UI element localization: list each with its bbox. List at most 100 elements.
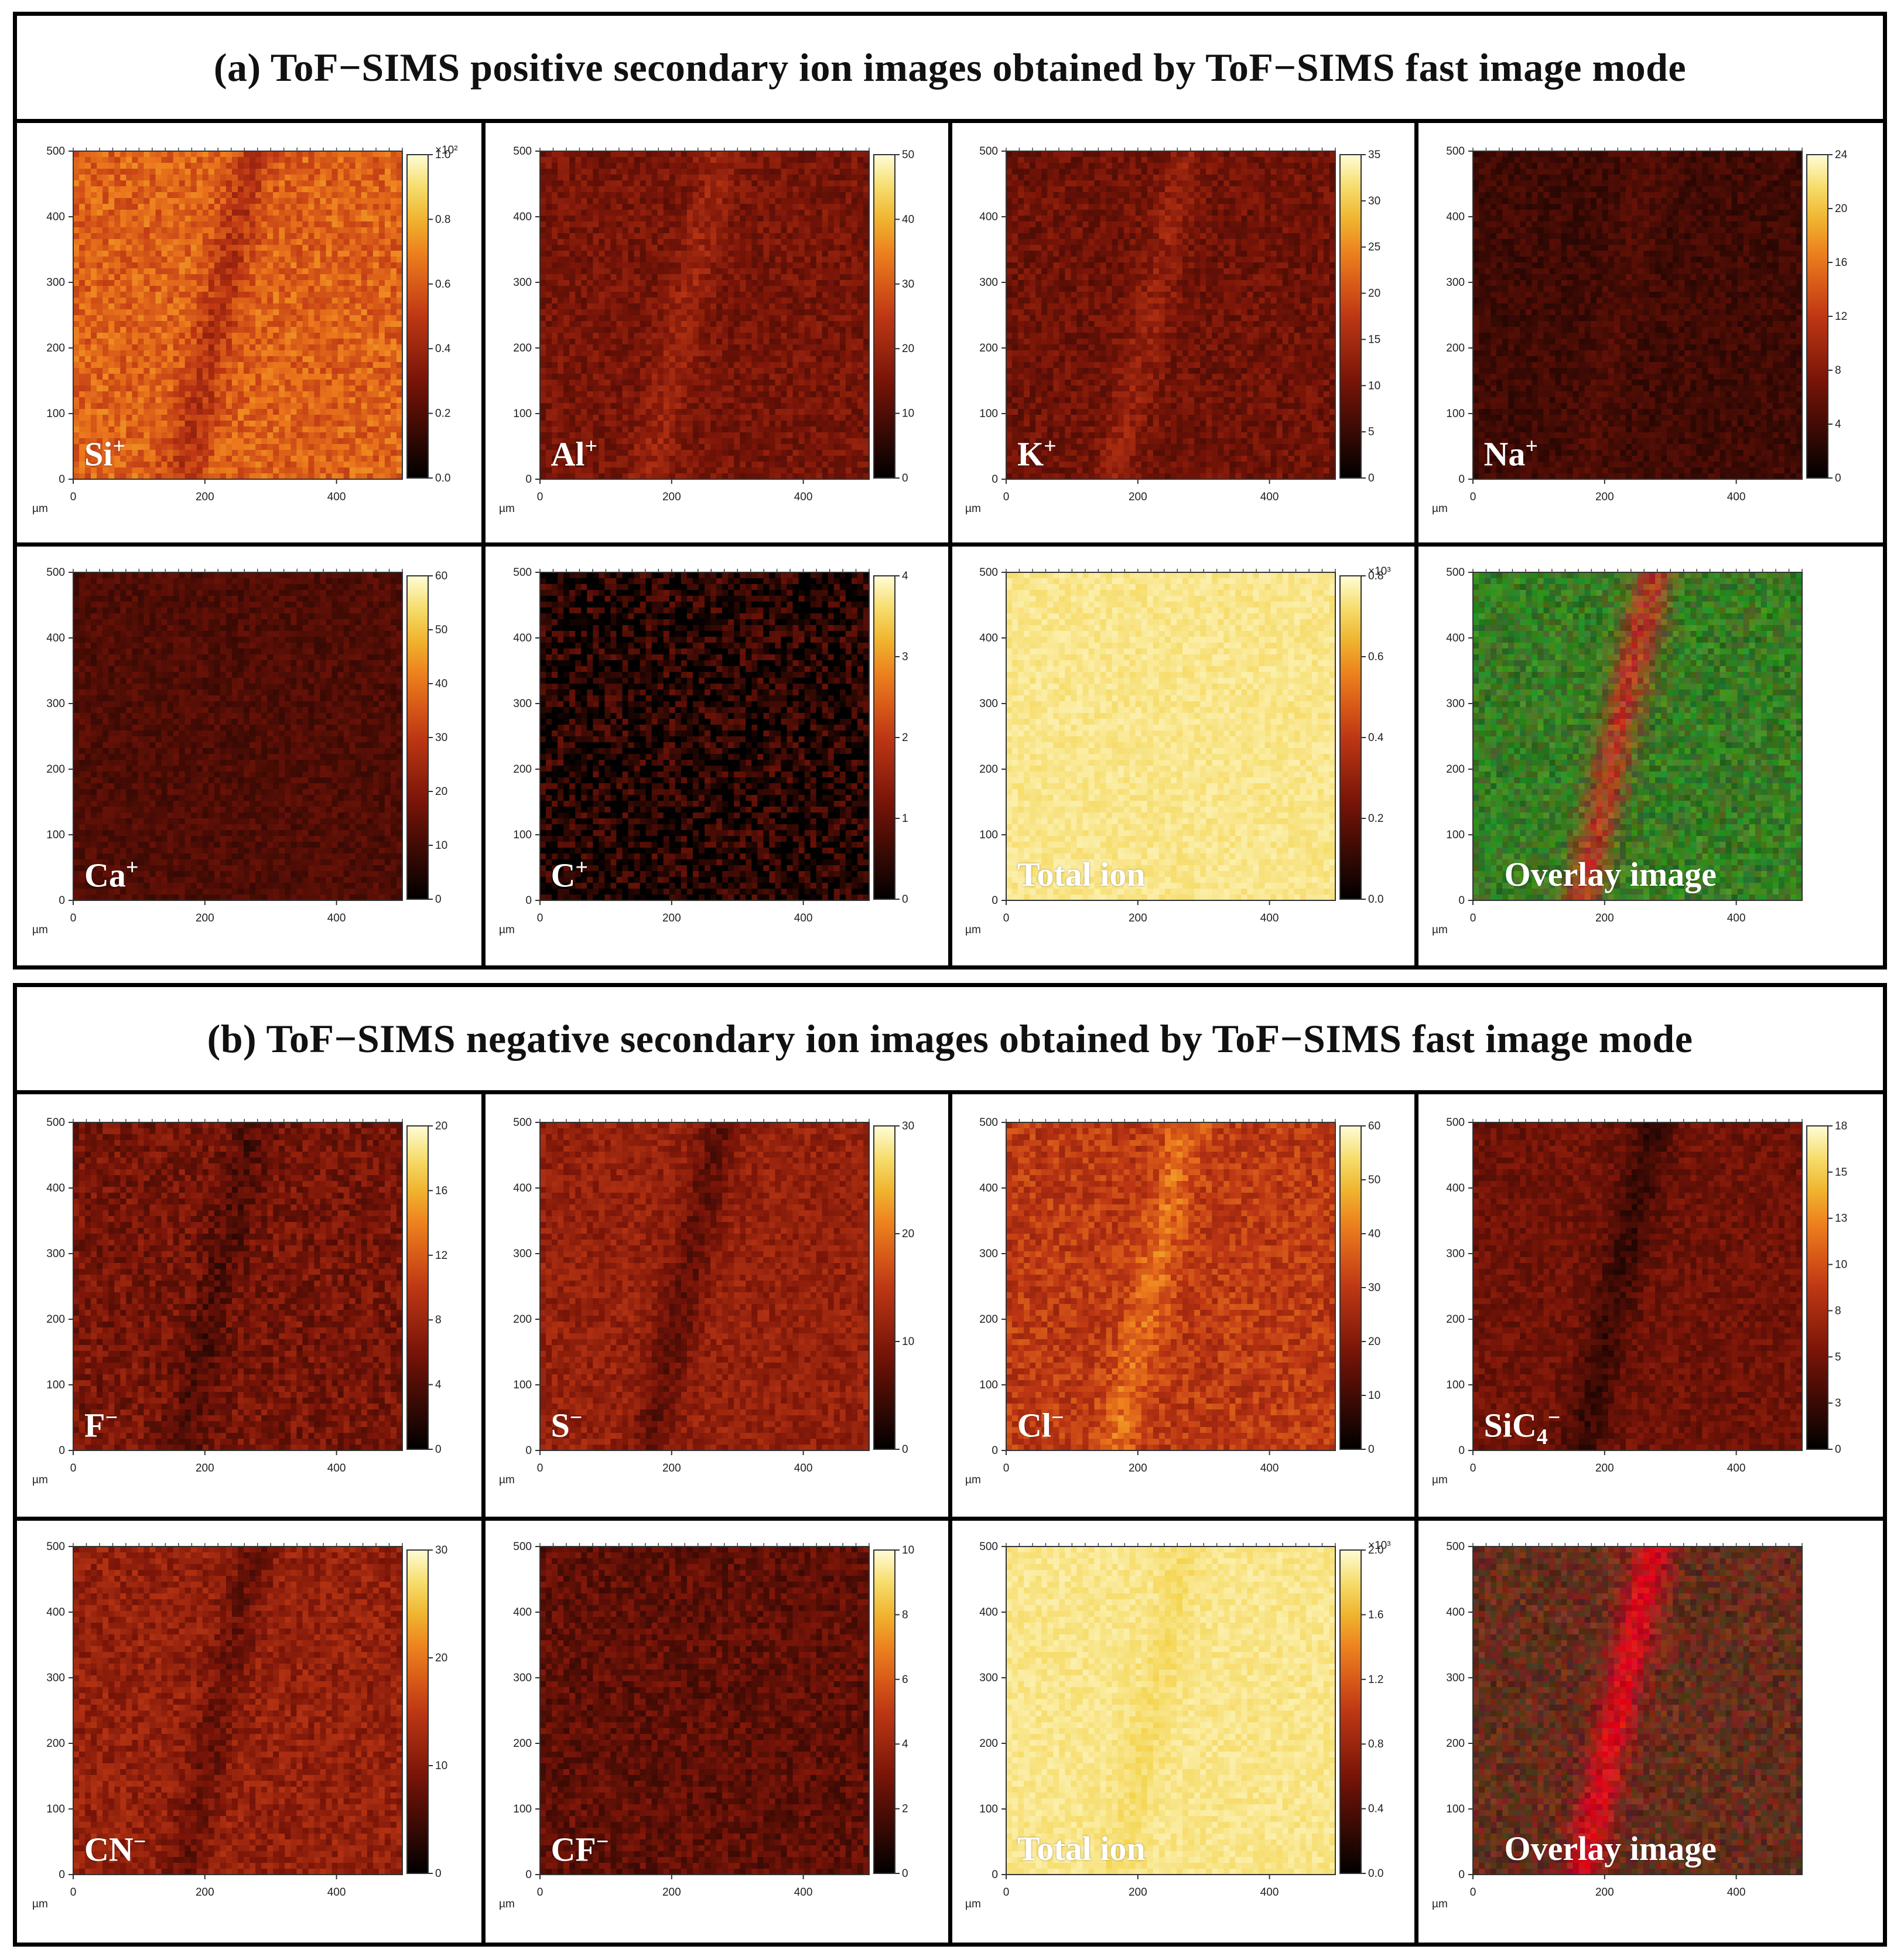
x-tick-label: 0 xyxy=(536,1886,543,1899)
y-tick-label: 200 xyxy=(1446,1313,1465,1326)
colorbar xyxy=(406,1549,429,1874)
ion-image-plot: 0 100 200 300 400 500 0 200 400 µm 0 10 20 30 xyxy=(499,1117,914,1486)
axis-unit-label: µm xyxy=(965,1898,981,1910)
colorbar-tick-label: 10 xyxy=(435,839,447,852)
y-tick-label: 100 xyxy=(1446,829,1465,841)
y-tick-label: 400 xyxy=(46,632,65,644)
y-tick-label: 300 xyxy=(46,276,65,289)
y-tick-label: 400 xyxy=(1446,1182,1465,1194)
ion-image-plot: 0 100 200 300 400 500 0 200 400 µm 0 10 20 30 40 50 60 xyxy=(965,1117,1380,1486)
plot-frame xyxy=(1472,1546,1803,1875)
y-tick-label: 500 xyxy=(979,566,998,579)
ion-intensity-map xyxy=(1472,1122,1803,1451)
axis-unit-label: µm xyxy=(965,503,981,515)
ion-label-charge: − xyxy=(105,1405,118,1430)
x-tick-label: 200 xyxy=(196,912,214,924)
x-tick-label: 0 xyxy=(1003,491,1010,503)
x-tick-label: 200 xyxy=(1595,491,1614,503)
x-tick-label: 400 xyxy=(327,491,346,503)
colorbar-tick-label: 16 xyxy=(435,1184,447,1197)
colorbar-tick-label: 0 xyxy=(902,1868,908,1880)
x-tick-label: 400 xyxy=(327,912,346,924)
y-tick-label: 500 xyxy=(1446,566,1465,579)
colorbar-tick-label: 20 xyxy=(902,1228,914,1240)
ion-label: Overlay image xyxy=(1505,1829,1717,1868)
x-tick-label: 200 xyxy=(196,1886,214,1899)
y-tick-label: 500 xyxy=(1446,1541,1465,1553)
ion-image-plot: 0 100 200 300 400 500 0 200 400 µm xyxy=(1432,566,1803,936)
x-tick-label: 0 xyxy=(1469,912,1476,924)
colorbar-tick-label: 0.6 xyxy=(435,278,450,291)
ion-label-text: Total ion xyxy=(1017,855,1146,893)
ion-image-plot: 0 100 200 300 400 500 0 200 400 µm 0 4 8 12 16 20 xyxy=(32,1117,447,1486)
x-tick-label: 0 xyxy=(70,1462,77,1474)
ion-label-charge: − xyxy=(596,1829,609,1854)
y-tick-label: 500 xyxy=(46,566,65,579)
ion-image-plot: 0 100 200 300 400 500 0 200 400 µm 0 2 4 6 8 10 xyxy=(499,1541,914,1910)
ion-label: SiC4− xyxy=(1484,1405,1561,1450)
ion-label: Al+ xyxy=(551,433,598,473)
y-tick-label: 0 xyxy=(525,1445,532,1457)
colorbar-tick-label: 8 xyxy=(1835,1305,1841,1317)
ion-label-text: SiC xyxy=(1484,1406,1537,1444)
ion-image-panel: 0 100 200 300 400 500 0 200 400 µm 0 10 20 30 CN− xyxy=(17,1518,484,1943)
ion-label-subscript: 4 xyxy=(1537,1425,1548,1449)
colorbar xyxy=(406,575,429,900)
colorbar-tick-label: 30 xyxy=(902,278,914,291)
y-tick-label: 0 xyxy=(1458,1869,1465,1881)
axis-unit-label: µm xyxy=(32,1898,48,1910)
colorbar-tick-label: 0 xyxy=(902,472,908,484)
x-tick-label: 400 xyxy=(794,1886,812,1899)
plot-frame xyxy=(1006,1546,1336,1875)
colorbar-tick-label: 0.8 xyxy=(435,213,450,226)
plot-frame xyxy=(1472,1122,1803,1451)
colorbar-tick-label: 0.0 xyxy=(1368,893,1383,906)
y-tick-label: 300 xyxy=(46,1672,65,1684)
colorbar-tick-label: 0 xyxy=(435,893,442,906)
axis-unit-label: µm xyxy=(965,1474,981,1486)
section-a-title-box: (a) ToF−SIMS positive secondary ion imag… xyxy=(17,16,1883,123)
colorbar-tick-label: 24 xyxy=(1835,149,1848,161)
colorbar-tick-label: 8 xyxy=(902,1609,908,1621)
x-tick-label: 0 xyxy=(536,1462,543,1474)
y-tick-label: 0 xyxy=(59,895,65,907)
ion-image-plot: 0 100 200 300 400 500 0 200 400 µm 0 5 10 15 20 25 30 35 xyxy=(965,145,1380,515)
y-tick-label: 100 xyxy=(979,1379,998,1391)
axis-unit-label: µm xyxy=(965,924,981,936)
y-tick-label: 500 xyxy=(513,1541,532,1553)
colorbar-tick-label: 2.0 xyxy=(1368,1544,1383,1556)
y-tick-label: 0 xyxy=(59,473,65,486)
colorbar xyxy=(406,154,429,479)
y-tick-label: 400 xyxy=(513,1182,532,1194)
colorbar-tick-label: 10 xyxy=(902,408,914,420)
y-tick-label: 400 xyxy=(1446,632,1465,644)
colorbar-tick-label: 50 xyxy=(1368,1174,1380,1186)
plot-frame xyxy=(539,1546,870,1875)
ion-label-text: K xyxy=(1017,435,1044,473)
colorbar-tick-label: 0 xyxy=(435,1443,442,1456)
ion-intensity-map xyxy=(73,151,403,480)
colorbar-exponent-label: ×10³ xyxy=(1368,1539,1391,1552)
ion-image-panel: 0 100 200 300 400 500 0 200 400 µm 0 3 5 8 10 13 15 18 SiC… xyxy=(1417,1094,1884,1518)
axis-unit-label: µm xyxy=(499,503,515,515)
colorbar-tick-label: 3 xyxy=(902,651,908,663)
x-tick-label: 400 xyxy=(1727,912,1745,924)
colorbar xyxy=(1806,154,1828,479)
y-tick-label: 0 xyxy=(1458,895,1465,907)
x-tick-label: 200 xyxy=(662,1886,681,1899)
colorbar-tick-label: 30 xyxy=(902,1120,914,1132)
ion-image-panel: 0 100 200 300 400 500 0 200 400 µm 0 4 8 12 16 20 24 Na+ xyxy=(1417,123,1884,544)
ion-intensity-map xyxy=(1006,151,1336,480)
ion-image-panel: 0 100 200 300 400 500 0 200 400 µm 0 1 2 3 4 C+ xyxy=(484,544,951,965)
x-tick-label: 200 xyxy=(1129,1886,1147,1899)
ion-image-panel: 0 100 200 300 400 500 0 200 400 µm 0.0 0.2 0.4 0.6 0.8… xyxy=(950,544,1417,965)
ion-label: S− xyxy=(551,1405,583,1445)
colorbar-tick-label: 0 xyxy=(1368,472,1375,484)
colorbar-tick-label: 0.8 xyxy=(1368,1738,1383,1750)
ion-image-panel: 0 100 200 300 400 500 0 200 400 µm Overlay image xyxy=(1417,1518,1884,1943)
x-tick-label: 400 xyxy=(794,1462,812,1474)
plot-frame xyxy=(1006,1122,1336,1451)
colorbar-tick-label: 0.8 xyxy=(1368,570,1383,582)
ion-label-text: S xyxy=(551,1406,570,1444)
panel-divider-horizontal xyxy=(17,542,1883,547)
